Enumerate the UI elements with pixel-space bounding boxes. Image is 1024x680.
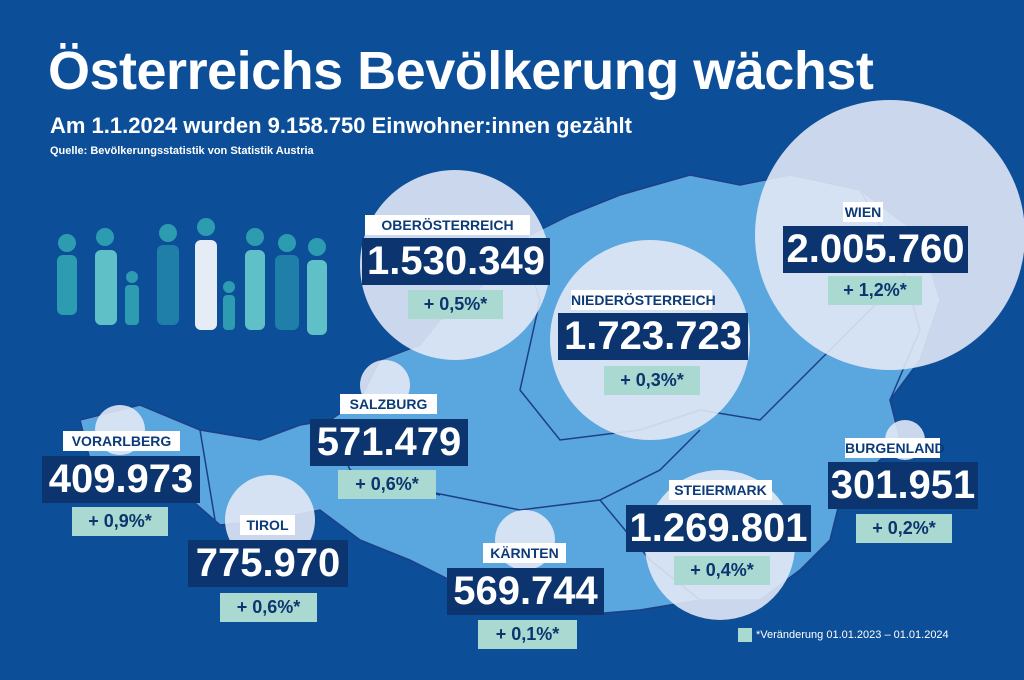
source-note: Quelle: Bevölkerungsstatistik von Statis…	[50, 145, 314, 157]
vorarlberg-label: VORARLBERG	[63, 431, 180, 451]
vorarlberg-population: 409.973	[42, 456, 200, 503]
kaernten-change: + 0,1%*	[478, 620, 577, 649]
people-illustration	[57, 218, 327, 335]
salzburg-label: SALZBURG	[340, 394, 437, 414]
burgenland-label: BURGENLAND	[845, 438, 945, 458]
oberoesterreich-population: 1.530.349	[362, 238, 550, 285]
wien-population: 2.005.760	[783, 226, 968, 273]
steiermark-population: 1.269.801	[626, 505, 811, 552]
subtitle: Am 1.1.2024 wurden 9.158.750 Einwohner:i…	[50, 113, 632, 138]
steiermark-label: STEIERMARK	[669, 480, 772, 500]
niederoesterreich-label: NIEDERÖSTERREICH	[571, 290, 716, 310]
salzburg-change: + 0,6%*	[338, 470, 436, 499]
burgenland-change: + 0,2%*	[856, 514, 952, 543]
legend-text: *Veränderung 01.01.2023 – 01.01.2024	[756, 629, 949, 641]
niederoesterreich-change: + 0,3%*	[604, 366, 700, 395]
wien-change: + 1,2%*	[828, 276, 922, 305]
tirol-population: 775.970	[188, 540, 348, 587]
vorarlberg-change: + 0,9%*	[72, 507, 168, 536]
kaernten-population: 569.744	[447, 568, 604, 615]
legend: *Veränderung 01.01.2023 – 01.01.2024	[738, 628, 949, 642]
oberoesterreich-label: OBERÖSTERREICH	[365, 215, 530, 235]
wien-label: WIEN	[843, 202, 883, 222]
tirol-change: + 0,6%*	[220, 593, 317, 622]
burgenland-population: 301.951	[828, 462, 978, 509]
steiermark-change: + 0,4%*	[674, 556, 770, 585]
page-title: Österreichs Bevölkerung wächst	[48, 41, 874, 101]
tirol-label: TIROL	[240, 515, 295, 535]
oberoesterreich-change: + 0,5%*	[408, 290, 503, 319]
kaernten-label: KÄRNTEN	[483, 543, 566, 563]
legend-swatch	[738, 628, 752, 642]
niederoesterreich-population: 1.723.723	[558, 313, 748, 360]
salzburg-population: 571.479	[310, 419, 468, 466]
